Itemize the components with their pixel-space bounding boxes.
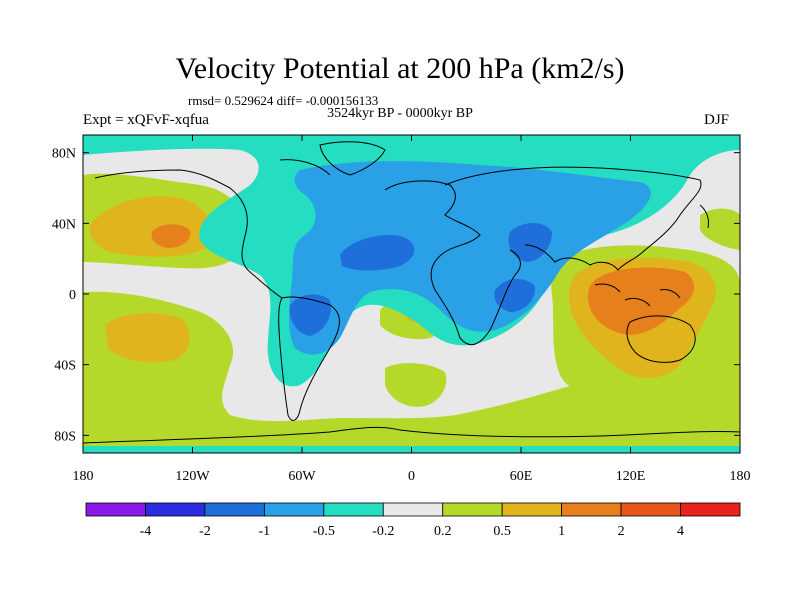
colorbar-swatch — [442, 502, 503, 517]
coast-asia — [444, 166, 702, 271]
region-neg1-east-africa — [494, 278, 536, 312]
colorbar-label: 0.2 — [434, 524, 452, 539]
contour-field — [83, 135, 740, 453]
y-tick-label: 80S — [54, 429, 76, 444]
colorbar-label: -2 — [199, 524, 211, 539]
region-neg1-south-america — [289, 294, 331, 336]
colorbar-swatch — [323, 502, 384, 517]
colorbar-label: -0.2 — [372, 524, 394, 539]
colorbar-swatch — [620, 502, 681, 517]
y-tick-label: 40S — [54, 359, 76, 374]
x-tick-label: 60E — [510, 469, 533, 484]
colorbar-label: 2 — [618, 524, 625, 539]
region-neg-main-body — [288, 161, 651, 355]
colorbar-swatch — [85, 502, 146, 517]
coast-antarctica — [83, 426, 740, 444]
x-tick-label: 60W — [288, 469, 316, 484]
x-tick-label: 120E — [616, 469, 646, 484]
region-pos2-maritime — [587, 267, 695, 335]
map-axes: 180 120W 60W 0 60E 120E 180 80N 40N 0 40S 80S — [52, 135, 751, 484]
x-tick-label: 180 — [73, 469, 94, 484]
region-pos-south-atlantic-south — [385, 363, 447, 407]
chart-period-label: 3524kyr BP - 0000kyr BP — [327, 106, 473, 121]
colorbar: -4 -2 -1 -0.5 -0.2 0.2 0.5 1 2 4 — [85, 502, 741, 539]
y-tick-label: 0 — [69, 288, 76, 303]
coast-maritime-islands — [594, 283, 681, 307]
colorbar-label: -1 — [259, 524, 271, 539]
experiment-label: Expt = xQFvF-xqfua — [83, 112, 209, 128]
region-pos1-south-pacific — [105, 313, 190, 363]
colorbar-swatch — [145, 502, 206, 517]
colorbar-label: 4 — [677, 524, 684, 539]
season-label: DJF — [704, 112, 730, 128]
y-tick-label: 40N — [52, 217, 76, 232]
x-tick-label: 0 — [408, 469, 415, 484]
colorbar-label: 1 — [558, 524, 565, 539]
coast-north-america — [94, 159, 331, 299]
y-tick-label: 80N — [52, 147, 76, 162]
colorbar-swatch — [561, 502, 622, 517]
coast-greenland — [319, 141, 386, 176]
coast-south-america — [278, 296, 340, 421]
chart-stats-subtitle: rmsd= 0.529624 diff= -0.000156133 — [188, 93, 379, 108]
colorbar-swatch — [382, 502, 444, 517]
chart-title: Velocity Potential at 200 hPa (km2/s) — [175, 52, 625, 85]
coastlines — [83, 141, 740, 444]
coast-japan — [699, 204, 709, 229]
region-pos2-north-pacific — [151, 224, 191, 248]
colorbar-label: -0.5 — [313, 524, 335, 539]
colorbar-swatch — [204, 502, 265, 517]
colorbar-label: 0.5 — [493, 524, 511, 539]
x-tick-label: 120W — [175, 469, 210, 484]
coast-australia — [626, 315, 696, 363]
colorbar-label: -4 — [140, 524, 152, 539]
region-neg1-arabia — [508, 223, 552, 262]
region-pos-south-pacific — [83, 291, 740, 453]
colorbar-swatch — [501, 502, 563, 517]
coast-europe-africa — [384, 180, 521, 346]
region-neg1-north-atlantic — [340, 234, 415, 271]
colorbar-swatch — [680, 502, 741, 517]
region-pos-dateline-east — [700, 208, 740, 250]
colorbar-swatch — [263, 502, 325, 517]
x-tick-label: 180 — [730, 469, 751, 484]
